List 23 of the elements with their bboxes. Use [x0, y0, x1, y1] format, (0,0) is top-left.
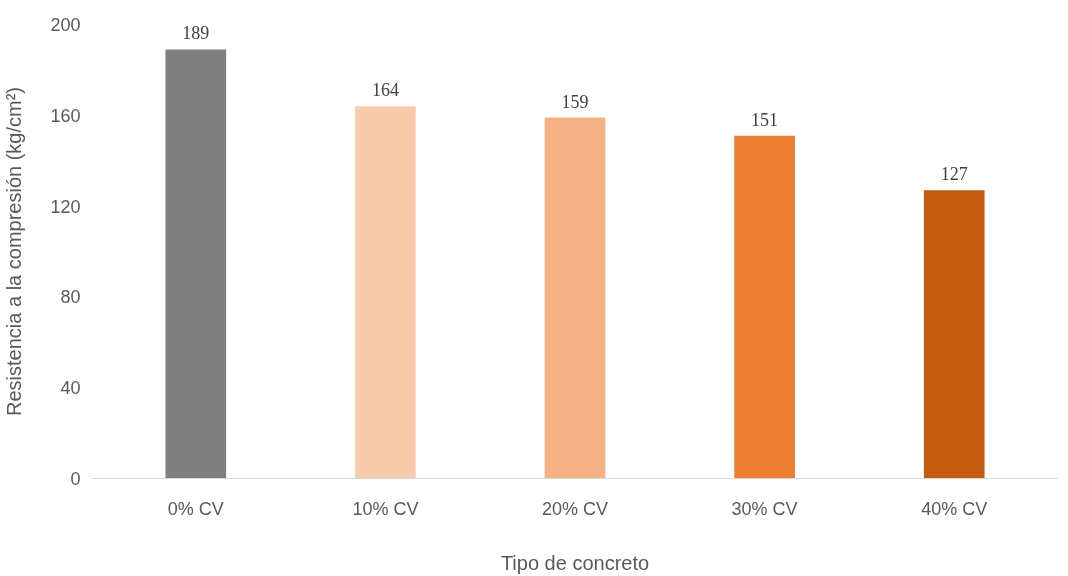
y-tick-label: 40 [60, 378, 81, 399]
x-tick-label: 30% CV [731, 498, 798, 519]
y-tick-label: 120 [50, 196, 81, 217]
x-axis-title: Tipo de concreto [500, 551, 650, 574]
y-axis-title: Resistencia a la compresión (kg/cm²) [3, 87, 26, 416]
x-tick-label: 0% CV [167, 498, 224, 519]
data-label: 164 [371, 80, 399, 101]
y-tick-label: 0 [70, 469, 81, 489]
bar [923, 190, 985, 479]
data-label: 151 [751, 109, 779, 130]
bar [544, 117, 606, 479]
x-tick-label: 10% CV [352, 498, 419, 519]
y-tick-label: 80 [60, 287, 81, 308]
bar [734, 135, 795, 479]
y-tick-label: 200 [50, 15, 81, 35]
x-tick-label: 20% CV [541, 498, 609, 519]
data-label: 189 [182, 23, 210, 44]
bar [355, 106, 416, 479]
bar [165, 49, 227, 479]
data-label: 159 [561, 91, 589, 112]
data-label: 127 [940, 164, 968, 185]
x-tick-label: 40% CV [921, 498, 988, 519]
y-tick-label: 160 [50, 105, 81, 126]
